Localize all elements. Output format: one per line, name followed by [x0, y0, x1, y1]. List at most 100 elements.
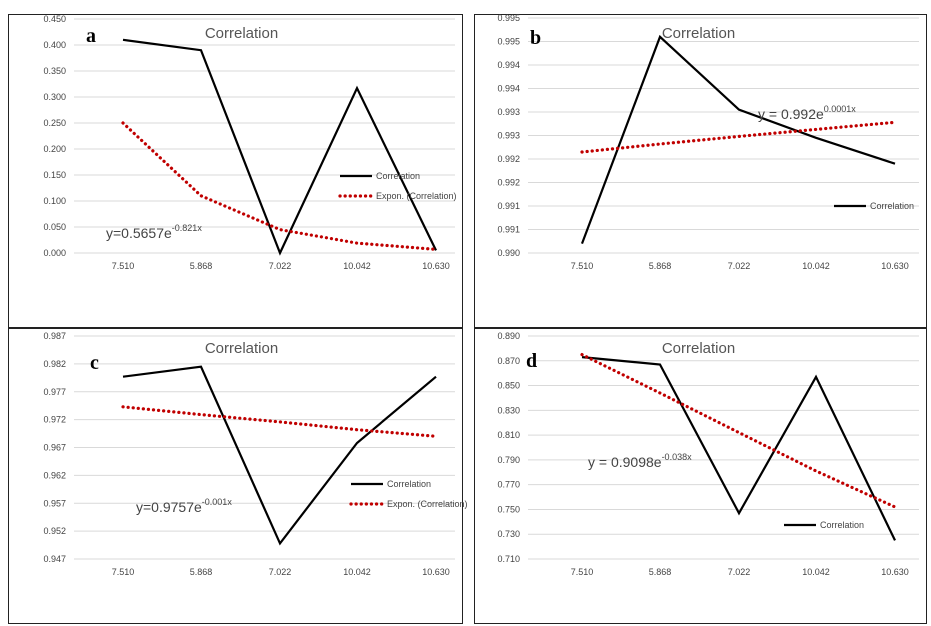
y-tick-label: 0.990 — [497, 248, 520, 258]
x-tick-label: 5.868 — [649, 567, 672, 577]
y-tick-label: 0.350 — [43, 66, 66, 76]
trendline-series — [580, 120, 897, 154]
x-tick-label: 10.042 — [343, 261, 371, 271]
y-tick-label: 0.995 — [497, 37, 520, 47]
y-tick-label: 0.957 — [43, 498, 66, 508]
y-tick-label: 0.995 — [497, 13, 520, 23]
trend-equation: y = 0.9098e-0.038x — [588, 452, 692, 470]
legend-label: Correlation — [387, 479, 431, 489]
legend: Correlation Expon. (Correlation) — [349, 479, 468, 509]
x-tick-label: 7.022 — [269, 261, 292, 271]
y-tick-label: 0.972 — [43, 415, 66, 425]
y-tick-label: 0.000 — [43, 248, 66, 258]
equation-exponent: -0.821x — [172, 223, 203, 233]
y-tick-label: 0.991 — [497, 225, 520, 235]
y-tick-label: 0.050 — [43, 222, 66, 232]
y-tick-label: 0.200 — [43, 144, 66, 154]
y-tick-label: 0.982 — [43, 359, 66, 369]
correlation-series — [122, 38, 437, 256]
y-tick-label: 0.890 — [497, 331, 520, 341]
x-tick-label: 7.510 — [112, 567, 135, 577]
equation-base: y = 0.992e — [758, 106, 824, 122]
chart-panel-a: 0.000 0.050 0.100 0.150 0.200 0.250 0.300 0.350… — [8, 14, 463, 328]
x-tick-label: 5.868 — [190, 261, 213, 271]
chart-svg-b: 0.990 0.991 0.991 0.992 0.992 0.993 0.993 0.994… — [474, 13, 927, 328]
chart-panel-b: 0.990 0.991 0.991 0.992 0.992 0.993 0.993 0.994… — [474, 13, 927, 328]
y-tick-label: 0.100 — [43, 196, 66, 206]
y-tick-label: 0.993 — [497, 107, 520, 117]
y-tick-label: 0.770 — [497, 480, 520, 490]
y-tick-label: 0.250 — [43, 118, 66, 128]
chart-title: Correlation — [662, 340, 735, 357]
trend-equation: y=0.9757e-0.001x — [136, 497, 232, 515]
y-tick-label: 0.992 — [497, 154, 520, 164]
legend: Correlation — [784, 520, 864, 530]
x-tick-label: 10.630 — [422, 567, 450, 577]
y-tick-label: 0.730 — [497, 529, 520, 539]
equation-exponent: -0.038x — [662, 452, 693, 462]
x-tick-label: 10.630 — [881, 567, 909, 577]
x-tick-label: 5.868 — [649, 261, 672, 271]
y-tick-label: 0.993 — [497, 131, 520, 141]
y-tick-label: 0.952 — [43, 526, 66, 536]
y-tick-label: 0.450 — [43, 14, 66, 24]
y-tick-label: 0.150 — [43, 170, 66, 180]
chart-title: Correlation — [205, 340, 278, 357]
legend-label: Correlation — [870, 201, 914, 211]
x-tick-label: 7.510 — [112, 261, 135, 271]
y-tick-label: 0.810 — [497, 430, 520, 440]
x-tick-label: 10.042 — [802, 567, 830, 577]
equation-base: y=0.9757e — [136, 499, 202, 515]
trend-equation: y = 0.992e0.0001x — [758, 104, 856, 122]
panel-border — [8, 14, 463, 328]
y-tick-label: 0.710 — [497, 554, 520, 564]
legend-label: Expon. (Correlation) — [376, 191, 457, 201]
legend: Correlation Expon. (Correlation) — [338, 171, 457, 201]
chart-panel-d: 0.710 0.730 0.750 0.770 0.790 0.810 0.830 0.850… — [474, 325, 927, 624]
y-tick-label: 0.830 — [497, 405, 520, 415]
y-tick-label: 0.987 — [43, 331, 66, 341]
x-tick-label: 10.042 — [343, 567, 371, 577]
x-tick-label: 7.510 — [571, 261, 594, 271]
legend-label: Correlation — [376, 171, 420, 181]
trendline-series — [121, 121, 438, 251]
legend-label: Correlation — [820, 520, 864, 530]
equation-base: y=0.5657e — [106, 225, 172, 241]
trend-equation: y=0.5657e-0.821x — [106, 223, 202, 241]
panel-letter: b — [530, 27, 541, 49]
panel-border — [8, 328, 463, 624]
trendline-series — [580, 353, 897, 509]
x-tick-label: 10.630 — [881, 261, 909, 271]
x-tick-label: 7.022 — [269, 567, 292, 577]
y-tick-label: 0.750 — [497, 504, 520, 514]
chart-title: Correlation — [662, 25, 735, 42]
panel-letter: c — [90, 352, 99, 374]
correlation-series — [581, 356, 896, 541]
equation-exponent: -0.001x — [202, 497, 233, 507]
x-tick-label: 10.042 — [802, 261, 830, 271]
chart-panel-c: 0.947 0.952 0.957 0.962 0.967 0.972 0.977 0.982… — [8, 325, 468, 624]
y-tick-label: 0.790 — [497, 455, 520, 465]
panel-border — [474, 14, 927, 328]
y-tick-label: 0.992 — [497, 178, 520, 188]
chart-title: Correlation — [205, 25, 278, 42]
legend-label: Expon. (Correlation) — [387, 499, 468, 509]
correlation-series — [580, 34, 896, 244]
chart-svg-d: 0.710 0.730 0.750 0.770 0.790 0.810 0.830 0.850… — [474, 328, 927, 624]
trendline-series — [121, 405, 438, 438]
y-tick-label: 0.850 — [497, 381, 520, 391]
legend: Correlation — [834, 201, 914, 211]
panel-letter: a — [86, 25, 96, 47]
panel-letter: d — [526, 350, 537, 372]
correlation-series — [122, 365, 437, 546]
equation-exponent: 0.0001x — [824, 104, 857, 114]
y-tick-label: 0.400 — [43, 40, 66, 50]
y-tick-label: 0.300 — [43, 92, 66, 102]
x-tick-label: 7.022 — [728, 261, 751, 271]
y-tick-label: 0.991 — [497, 201, 520, 211]
x-tick-label: 10.630 — [422, 261, 450, 271]
x-tick-label: 7.022 — [728, 567, 751, 577]
y-tick-label: 0.947 — [43, 554, 66, 564]
panel-border — [474, 328, 927, 624]
